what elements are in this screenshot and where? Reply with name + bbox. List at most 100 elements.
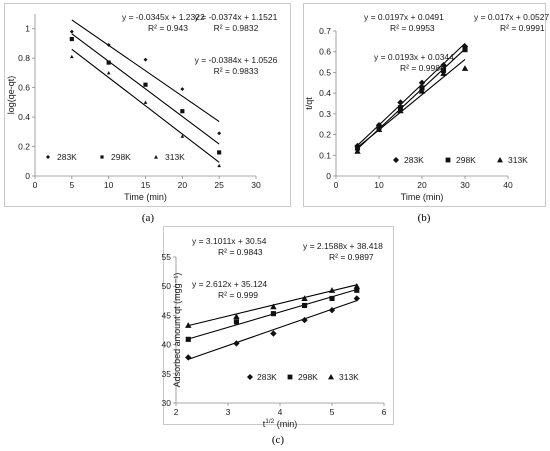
data-point-313K — [461, 65, 469, 71]
data-point-283K — [353, 295, 361, 302]
y-tick-label: 0.3 — [319, 109, 331, 119]
data-point-298K — [462, 47, 468, 53]
y-tick-label: 0.6 — [319, 47, 331, 57]
data-point-313K — [353, 283, 361, 289]
data-point-283K — [440, 61, 447, 69]
legend-marker-313K — [154, 155, 158, 159]
legend-marker-298K — [100, 155, 104, 159]
x-tick-label: 4 — [278, 407, 283, 417]
x-tick-label: 5 — [69, 180, 74, 190]
legend-label: 283K — [257, 372, 277, 382]
trendline-equation: y = -0.0345x + 1.2322 — [122, 12, 205, 22]
legend-label: 313K — [508, 155, 528, 165]
x-tick-label: 40 — [503, 180, 513, 190]
data-point-298K — [329, 295, 335, 302]
trendline-equation: y = 2.1588x + 38.418 — [303, 241, 383, 251]
data-point-313K — [301, 295, 308, 302]
x-tick-label: 20 — [178, 180, 188, 190]
y-tick-label: 0.2 — [319, 130, 331, 140]
y-tick-label: 0 — [25, 171, 30, 181]
y-tick-label: 50 — [162, 281, 172, 291]
x-tick-label: 5 — [330, 407, 335, 417]
legend-label: 283K — [404, 155, 424, 165]
data-point-313K — [270, 303, 277, 310]
x-tick-label: 20 — [417, 180, 427, 190]
data-point-313K — [418, 87, 426, 94]
data-point-283K — [270, 330, 277, 337]
r-squared-label: R² = 0.9897 — [329, 252, 374, 262]
y-tick-label: 0 — [326, 171, 331, 181]
legend-label: 298K — [298, 372, 318, 382]
data-point-298K — [106, 60, 111, 65]
legend-marker-298K — [445, 157, 451, 163]
trendline-equation: y = 0.0197x + 0.0491 — [364, 12, 444, 22]
r-squared-label: R² = 0.9984 — [400, 63, 445, 73]
y-tick-label: 0.4 — [18, 112, 30, 122]
y-axis-title: Adsorbed amount qt (mgg⁻¹) — [172, 273, 182, 388]
chart-a-frame — [4, 3, 291, 207]
trendline-283K — [357, 43, 466, 146]
data-point-283K — [233, 340, 240, 347]
r-squared-label: R² = 0.9953 — [390, 23, 435, 33]
y-tick-label: 0.8 — [18, 53, 30, 63]
data-point-283K — [106, 42, 111, 47]
data-point-313K — [375, 126, 383, 132]
x-tick-label: 10 — [374, 180, 384, 190]
legend-label: 298K — [111, 152, 131, 162]
trendline-313K — [71, 48, 220, 163]
data-point-283K — [185, 354, 192, 361]
legend-label: 283K — [57, 152, 77, 162]
y-axis-title: log(qe-qt) — [6, 76, 16, 115]
y-tick-label: 1 — [25, 24, 30, 34]
data-point-313K — [440, 70, 447, 77]
x-axis-title: Time (min) — [401, 192, 444, 202]
legend-marker-283K — [247, 374, 253, 380]
data-point-298K — [354, 287, 360, 293]
x-axis-title-base: t — [263, 419, 266, 429]
x-tick-label: 15 — [141, 180, 151, 190]
y-tick-label: 0.5 — [319, 67, 331, 77]
data-point-298K — [301, 302, 308, 309]
x-tick-label: 6 — [382, 407, 387, 417]
legend-marker-283K — [46, 155, 50, 159]
data-point-283K — [69, 29, 74, 34]
panel-label-c: (c) — [271, 434, 285, 446]
legend-marker-283K — [393, 157, 399, 163]
data-point-298K — [69, 36, 74, 42]
data-point-298K — [233, 319, 239, 325]
data-point-283K — [328, 306, 336, 314]
data-point-313K — [143, 100, 148, 104]
r-squared-label: R² = 0.9832 — [214, 23, 259, 33]
y-tick-label: 55 — [162, 252, 172, 262]
x-tick-label: 30 — [460, 180, 470, 190]
r-squared-label: R² = 0.999 — [218, 290, 258, 300]
data-point-283K — [180, 87, 185, 92]
data-point-313K — [233, 313, 240, 320]
r-squared-label: R² = 0.9991 — [500, 23, 545, 33]
trendline-313K — [357, 48, 466, 150]
x-tick-label: 0 — [334, 180, 339, 190]
y-tick-label: 0.4 — [319, 88, 331, 98]
y-tick-label: 30 — [162, 398, 172, 408]
data-point-283K — [418, 79, 426, 86]
trendline-equation: y = 2.612x + 35.124 — [192, 279, 267, 289]
y-tick-label: 40 — [162, 340, 172, 350]
y-axis-title: t/qt — [304, 97, 314, 110]
r-squared-label: R² = 0.943 — [148, 23, 188, 33]
x-tick-label: 2 — [174, 407, 179, 417]
data-point-313K — [328, 287, 336, 293]
trendline-equation: y = 0.0193x + 0.0344 — [374, 52, 454, 62]
data-point-313K — [180, 134, 185, 138]
x-tick-label: 10 — [104, 180, 114, 190]
x-tick-label: 0 — [33, 180, 38, 190]
data-point-298K — [180, 109, 185, 114]
r-squared-label: R² = 0.9843 — [218, 247, 263, 257]
trendline-equation: y = -0.0384x + 1.0526 — [195, 55, 278, 65]
x-axis-title: t1/2 (min) — [263, 418, 298, 429]
data-point-313K — [70, 54, 74, 59]
x-axis-title: Time (min) — [124, 192, 167, 202]
trendline-equation: y = 3.1011x + 30.54 — [192, 236, 267, 246]
x-axis-title-unit: (min) — [274, 419, 297, 429]
